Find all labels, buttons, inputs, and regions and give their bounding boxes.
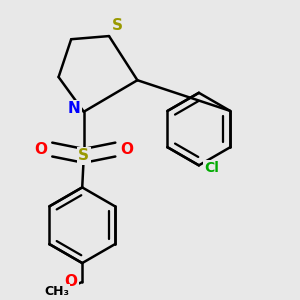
- Text: O: O: [35, 142, 48, 157]
- Text: S: S: [78, 148, 89, 164]
- Text: Cl: Cl: [204, 161, 219, 176]
- Text: S: S: [111, 17, 122, 32]
- Text: N: N: [68, 101, 81, 116]
- Text: O: O: [65, 274, 78, 290]
- Text: CH₃: CH₃: [44, 285, 70, 298]
- Text: O: O: [120, 142, 133, 157]
